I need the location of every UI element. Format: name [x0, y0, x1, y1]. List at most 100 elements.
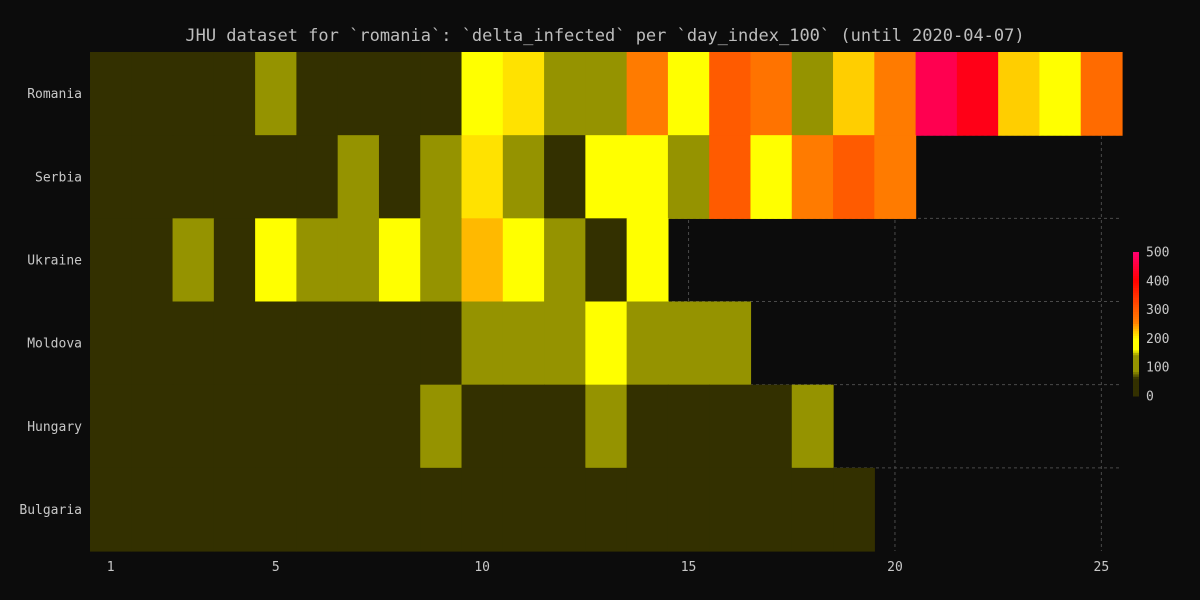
heatmap-cell: [667, 135, 710, 219]
heatmap-cell: [255, 384, 297, 469]
colorbar-segment: [1133, 338, 1139, 342]
colorbar-segment: [1133, 369, 1139, 373]
heatmap-cell: [502, 135, 545, 219]
colorbar-tick-label: 0: [1146, 390, 1154, 405]
chart-title: JHU dataset for `romania`: `delta_infect…: [185, 26, 1024, 46]
heatmap-cell: [296, 467, 339, 552]
heatmap-cell: [90, 384, 132, 469]
colorbar-segment: [1133, 295, 1139, 299]
heatmap-cell: [750, 467, 793, 552]
colorbar-segment: [1133, 336, 1139, 339]
heatmap-cell: [874, 52, 917, 136]
colorbar-segment: [1133, 312, 1139, 315]
colorbar-segment: [1133, 348, 1139, 351]
y-tick-label: Bulgaria: [19, 503, 82, 518]
heatmap-cell: [709, 301, 752, 386]
x-tick-label: 15: [681, 560, 697, 575]
heatmap-cell: [90, 218, 132, 303]
colorbar-segment: [1133, 256, 1139, 260]
colorbar-segment: [1133, 276, 1139, 279]
heatmap-cell: [172, 52, 215, 136]
heatmap-cell: [213, 384, 256, 469]
heatmap-cell: [709, 467, 752, 552]
heatmap-cell: [461, 301, 504, 386]
heatmap-cell: [296, 384, 339, 469]
y-tick-label: Moldova: [27, 337, 82, 352]
heatmap-cell: [420, 467, 463, 552]
colorbar-segment: [1133, 259, 1139, 263]
heatmap-cell: [255, 135, 297, 219]
heatmap-cell: [337, 52, 380, 136]
heatmap-cell: [337, 135, 380, 219]
y-tick-label: Ukraine: [27, 253, 82, 268]
colorbar-tick-label: 200: [1146, 332, 1169, 347]
colorbar-segment: [1133, 268, 1139, 272]
heatmap-cell: [791, 135, 834, 219]
heatmap-cell: [544, 52, 586, 136]
heatmap-cell: [750, 135, 793, 219]
heatmap-cell: [90, 467, 132, 552]
colorbar-segment: [1133, 264, 1139, 267]
heatmap-cell: [1080, 52, 1123, 136]
x-axis-tick-labels: 1 5 10 15 20 25: [107, 560, 1109, 575]
heatmap-cell: [131, 52, 174, 136]
colorbar-tick-label: 400: [1146, 274, 1169, 289]
heatmap-cells: [90, 52, 1123, 552]
heatmap-cell: [420, 301, 463, 386]
colorbar-segment: [1133, 345, 1139, 349]
y-tick-label: Romania: [27, 87, 82, 102]
heatmap-cell: [461, 52, 504, 136]
colorbar-segment: [1133, 316, 1139, 320]
colorbar-segment: [1133, 379, 1139, 383]
heatmap-cell: [420, 135, 463, 219]
colorbar-segment: [1133, 273, 1139, 277]
heatmap-cell: [255, 301, 297, 386]
heatmap-cell: [461, 135, 504, 219]
heatmap-cell: [915, 52, 958, 136]
colorbar-segment: [1133, 324, 1139, 327]
colorbar-segment: [1133, 290, 1139, 294]
colorbar-segment: [1133, 300, 1139, 303]
heatmap-cell: [378, 301, 421, 386]
heatmap-cell: [255, 467, 297, 552]
colorbar-segment: [1133, 355, 1139, 359]
heatmap-cell: [1039, 52, 1082, 136]
heatmap-cell: [667, 467, 710, 552]
colorbar-tick-label: 500: [1146, 246, 1169, 261]
colorbar-segment: [1133, 261, 1139, 265]
x-tick-label: 10: [474, 560, 490, 575]
heatmap-cell: [461, 467, 504, 552]
heatmap-cell: [90, 52, 132, 136]
colorbar-segment: [1133, 384, 1139, 387]
heatmap-cell: [502, 218, 545, 303]
heatmap-cell: [502, 467, 545, 552]
colorbar-segment: [1133, 381, 1139, 385]
heatmap-cell: [378, 135, 421, 219]
colorbar-segment: [1133, 362, 1139, 366]
x-tick-label: 5: [272, 560, 280, 575]
colorbar-segment: [1133, 364, 1139, 368]
colorbar-segment: [1133, 307, 1139, 311]
y-tick-label: Hungary: [27, 420, 82, 435]
colorbar-segment: [1133, 309, 1139, 313]
heatmap-cell: [131, 301, 174, 386]
colorbar-segment: [1133, 374, 1139, 378]
heatmap-cell: [709, 52, 752, 136]
colorbar-segment: [1133, 288, 1139, 291]
y-tick-label: Serbia: [35, 170, 82, 185]
heatmap-cell: [626, 218, 669, 303]
colorbar-segment: [1133, 278, 1139, 282]
heatmap-cell: [709, 135, 752, 219]
colorbar-segment: [1133, 271, 1139, 275]
heatmap-cell: [585, 384, 628, 469]
colorbar-segment: [1133, 352, 1139, 356]
heatmap-cell: [296, 52, 339, 136]
heatmap-cell: [791, 384, 834, 469]
heatmap-cell: [90, 301, 132, 386]
colorbar: 0 100 200 300 400 500: [1133, 246, 1169, 405]
heatmap-cell: [833, 52, 875, 136]
heatmap-cell: [213, 301, 256, 386]
heatmap-cell: [585, 52, 628, 136]
heatmap-cell: [131, 135, 174, 219]
colorbar-tick-label: 100: [1146, 361, 1169, 376]
